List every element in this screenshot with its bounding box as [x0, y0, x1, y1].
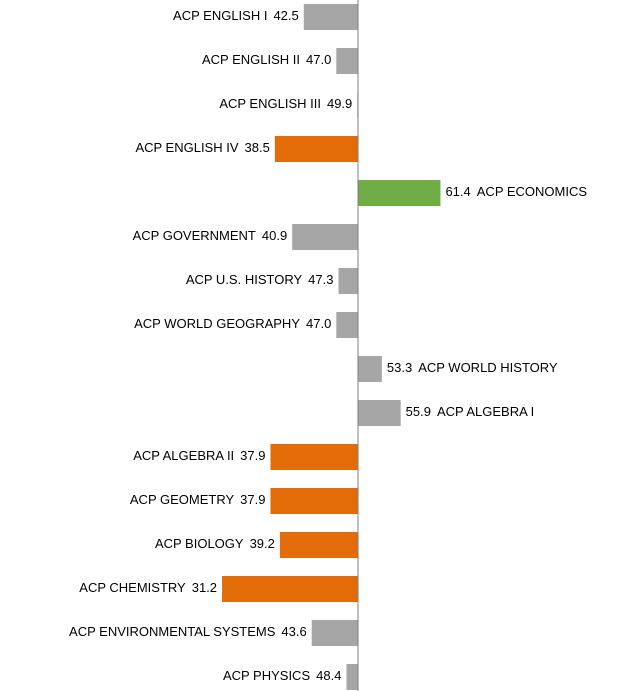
category-label: ACP BIOLOGY [155, 536, 244, 551]
category-label: ACP WORLD GEOGRAPHY [134, 316, 300, 331]
category-label: ACP ALGEBRA I [437, 404, 534, 419]
bar-label: ACP WORLD GEOGRAPHY 47.0 [134, 316, 331, 331]
category-label: ACP WORLD HISTORY [418, 360, 558, 375]
bar-label: ACP GEOMETRY 37.9 [130, 492, 266, 507]
bar [222, 576, 359, 602]
bar-label: ACP ENGLISH IV 38.5 [135, 140, 269, 155]
bar [336, 312, 359, 338]
bar-label: ACP ENGLISH I 42.5 [173, 8, 299, 23]
category-label: ACP ENVIRONMENTAL SYSTEMS [69, 624, 276, 639]
bar-label: ACP ENGLISH III 49.9 [219, 96, 352, 111]
bar-label: 55.9 ACP ALGEBRA I [406, 404, 535, 419]
value-label: 61.4 [445, 184, 470, 199]
category-label: ACP CHEMISTRY [79, 580, 186, 595]
bar-label: ACP PHYSICS 48.4 [223, 668, 342, 683]
value-label: 37.9 [240, 448, 265, 463]
value-label: 49.9 [327, 96, 352, 111]
value-label: 47.0 [306, 316, 331, 331]
bar [336, 48, 359, 74]
category-label: ACP GOVERNMENT [133, 228, 256, 243]
bar-label: 53.3 ACP WORLD HISTORY [387, 360, 558, 375]
bar-label: ACP ENGLISH II 47.0 [202, 52, 331, 67]
category-label: ACP PHYSICS [223, 668, 311, 683]
category-label: ACP ENGLISH II [202, 52, 300, 67]
value-label: 37.9 [240, 492, 265, 507]
bar [346, 664, 359, 690]
bar [274, 136, 359, 162]
category-label: ACP ALGEBRA II [133, 448, 234, 463]
bar-label: ACP ENVIRONMENTAL SYSTEMS 43.6 [69, 624, 307, 639]
bar [338, 268, 359, 294]
category-label: ACP U.S. HISTORY [186, 272, 303, 287]
bar-label: ACP ALGEBRA II 37.9 [133, 448, 265, 463]
bar [303, 4, 359, 30]
value-label: 42.5 [273, 8, 298, 23]
category-label: ACP ENGLISH IV [135, 140, 238, 155]
value-label: 31.2 [192, 580, 217, 595]
category-label: ACP ENGLISH III [219, 96, 321, 111]
value-label: 53.3 [387, 360, 412, 375]
category-label: ACP ENGLISH I [173, 8, 267, 23]
category-label: ACP GEOMETRY [130, 492, 235, 507]
bar [311, 620, 359, 646]
value-label: 48.4 [316, 668, 341, 683]
value-label: 39.2 [250, 536, 275, 551]
bar-label: ACP U.S. HISTORY 47.3 [186, 272, 334, 287]
bar [358, 400, 401, 426]
value-label: 40.9 [262, 228, 287, 243]
value-label: 47.3 [308, 272, 333, 287]
bar-label: ACP GOVERNMENT 40.9 [133, 228, 288, 243]
bar [358, 180, 441, 206]
bar-label: ACP BIOLOGY 39.2 [155, 536, 275, 551]
value-label: 43.6 [281, 624, 306, 639]
bar [279, 532, 359, 558]
bar-label: 61.4 ACP ECONOMICS [445, 184, 587, 199]
category-label: ACP ECONOMICS [477, 184, 588, 199]
bar-label: ACP CHEMISTRY 31.2 [79, 580, 217, 595]
bar [270, 488, 359, 514]
bar [292, 224, 359, 250]
bar [358, 356, 382, 382]
value-label: 55.9 [406, 404, 431, 419]
value-label: 38.5 [245, 140, 270, 155]
value-label: 47.0 [306, 52, 331, 67]
bar [270, 444, 359, 470]
